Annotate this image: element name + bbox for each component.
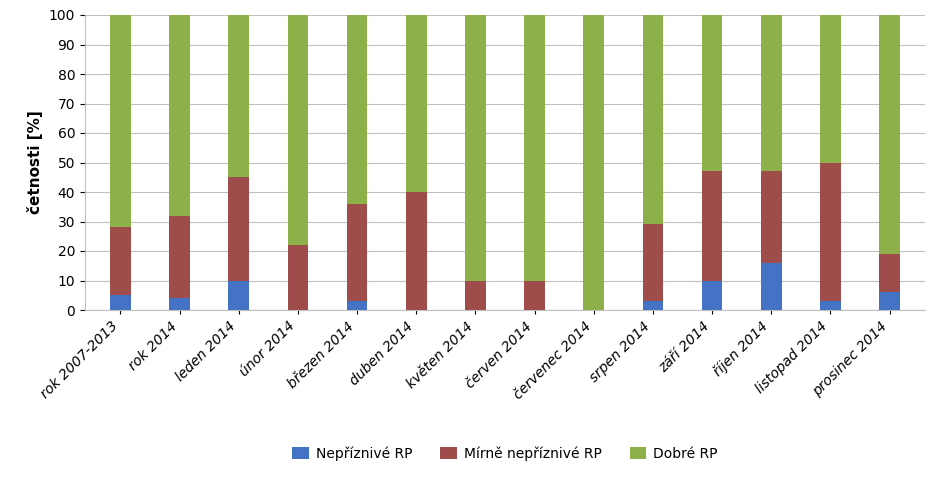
Bar [583, 15, 604, 310]
Bar [879, 15, 900, 254]
Bar [228, 280, 249, 310]
Bar [643, 15, 664, 225]
Bar [346, 204, 367, 301]
Bar [820, 162, 841, 301]
Bar [110, 295, 131, 310]
Bar [169, 298, 190, 310]
Bar [524, 15, 545, 280]
Legend: Nepříznivé RP, Mírně nepříznivé RP, Dobré RP: Nepříznivé RP, Mírně nepříznivé RP, Dobr… [287, 441, 723, 466]
Bar [465, 280, 486, 310]
Bar [820, 15, 841, 163]
Bar [701, 172, 722, 280]
Bar [228, 178, 249, 281]
Bar [820, 301, 841, 310]
Y-axis label: četnosti [%]: četnosti [%] [27, 110, 43, 214]
Bar [346, 301, 367, 310]
Bar [465, 15, 486, 280]
Bar [761, 263, 782, 310]
Bar [524, 280, 545, 310]
Bar [110, 15, 131, 228]
Bar [643, 224, 664, 301]
Bar [406, 15, 427, 192]
Bar [761, 172, 782, 263]
Bar [879, 254, 900, 292]
Bar [346, 15, 367, 204]
Bar [110, 228, 131, 295]
Bar [169, 216, 190, 298]
Bar [879, 292, 900, 310]
Bar [288, 15, 309, 245]
Bar [643, 301, 664, 310]
Bar [701, 15, 722, 172]
Bar [288, 245, 309, 310]
Bar [406, 192, 427, 310]
Bar [761, 15, 782, 172]
Bar [701, 280, 722, 310]
Bar [169, 15, 190, 216]
Bar [228, 15, 249, 177]
